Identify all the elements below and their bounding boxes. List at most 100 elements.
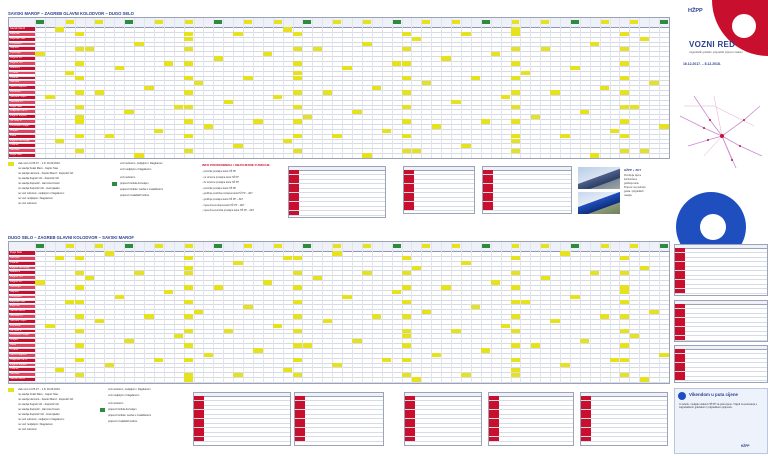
mini-row-divider	[675, 375, 767, 377]
mini-row-divider	[194, 409, 290, 410]
legend-line: ne stavlja Svaki Maro - Gajnic Stav	[18, 393, 59, 396]
mini-row-label	[483, 206, 493, 210]
highlight-cell	[183, 148, 194, 153]
highlight-cell	[500, 95, 511, 100]
column-divider	[84, 242, 86, 383]
row-divider	[9, 36, 669, 38]
highlight-cell	[74, 372, 85, 377]
legend-line: ne vozi subotom, nedjeljom i blagdanom	[18, 418, 65, 421]
highlight-cell	[243, 304, 253, 309]
header-marker	[65, 244, 74, 248]
mini-row-divider	[405, 440, 481, 442]
column-divider	[500, 18, 502, 158]
highlight-cell	[65, 299, 75, 305]
mini-row-divider	[404, 201, 474, 202]
column-divider	[579, 18, 581, 158]
station-name: Zaprešić-Sav	[9, 299, 35, 305]
mini-row-label	[194, 409, 204, 414]
station-name: Zaprešić	[9, 31, 35, 37]
highlight-cell	[193, 309, 204, 314]
mini-row-label	[289, 201, 299, 206]
mini-row-label	[489, 432, 499, 436]
column-divider	[223, 242, 225, 383]
highlight-cell	[421, 80, 431, 85]
mini-row-label	[404, 206, 414, 210]
cover-dates: 16.12.2017. – 8.12.2018.	[683, 62, 721, 66]
highlight-cell	[481, 348, 491, 353]
mini-row-divider	[483, 187, 571, 189]
mini-row-divider	[675, 270, 767, 271]
mini-row-divider	[295, 418, 383, 419]
mini-row-divider	[675, 317, 767, 318]
row-divider	[9, 255, 669, 257]
station-name: Gajnice	[9, 46, 35, 52]
mini-row-label	[404, 201, 414, 206]
mini-row-label	[295, 427, 305, 432]
mini-row-divider	[405, 427, 481, 428]
highlight-cell	[550, 90, 560, 95]
row-divider	[9, 280, 669, 282]
promo-logo: HŽPP	[741, 444, 750, 448]
mini-row-label	[675, 317, 685, 322]
highlight-cell	[134, 153, 144, 158]
mini-row-label	[289, 197, 299, 201]
mini-row-label	[675, 313, 685, 317]
mini-row-divider	[194, 440, 290, 442]
info-line: - mjesečna prodajna karta HŽ PP – ZET	[202, 203, 245, 207]
mini-row-label	[289, 183, 299, 188]
column-divider	[619, 242, 621, 383]
station-name: Podsused	[9, 41, 35, 47]
header-marker	[362, 244, 371, 248]
highlight-cell	[570, 294, 580, 300]
mini-row-label	[489, 427, 499, 432]
station-name: Vrapče	[9, 128, 35, 134]
map-line	[721, 105, 761, 137]
mini-row-divider	[675, 256, 767, 258]
mini-row-divider	[289, 201, 385, 202]
station-name: Savski Marof	[9, 27, 35, 32]
header-marker	[541, 244, 550, 248]
mini-row-divider	[675, 261, 767, 262]
mini-row-label	[483, 197, 493, 201]
highlight-cell	[292, 70, 303, 76]
column-divider	[441, 18, 443, 158]
legend-right: vozi subotom, nedjeljom i blagdanom vozi…	[112, 160, 202, 220]
highlight-cell	[461, 143, 471, 148]
station-name: Dumovec	[9, 90, 35, 95]
mini-row-label	[675, 275, 685, 279]
highlight-cell	[401, 343, 412, 348]
train-photo	[578, 167, 620, 189]
header-marker	[541, 20, 550, 24]
map-line	[693, 95, 733, 161]
row-divider	[9, 260, 669, 262]
highlight-cell	[619, 358, 630, 363]
row-divider	[9, 119, 669, 121]
row-divider	[9, 299, 669, 301]
header-marker	[214, 244, 223, 248]
legend-left-bottom: vlak vozi od 05.07. - 1.8. 03.09.2016. n…	[8, 386, 100, 448]
column-divider	[659, 18, 661, 158]
mini-row-label	[675, 326, 685, 331]
highlight-cell	[619, 134, 630, 139]
mini-row-label	[581, 396, 591, 400]
station-name: Zagreb Zapad.	[9, 114, 35, 120]
column-divider	[599, 242, 601, 383]
mini-row-divider	[483, 201, 571, 202]
highlight-cell	[183, 134, 194, 139]
row-divider	[9, 46, 669, 48]
highlight-cell	[183, 328, 194, 334]
column-divider	[550, 242, 552, 383]
mini-row-divider	[675, 335, 767, 336]
highlight-cell	[649, 80, 659, 85]
column-divider	[540, 18, 542, 158]
column-divider	[381, 242, 383, 383]
mini-row-label	[675, 284, 685, 288]
station-name: Sesvete	[9, 372, 35, 378]
row-divider	[9, 314, 669, 316]
map-hub	[720, 134, 724, 138]
station-name: Maksimir	[9, 270, 35, 276]
header-marker	[333, 244, 342, 248]
row-divider	[9, 153, 669, 155]
fare-table-1	[288, 166, 386, 218]
highlight-cell	[401, 134, 412, 139]
